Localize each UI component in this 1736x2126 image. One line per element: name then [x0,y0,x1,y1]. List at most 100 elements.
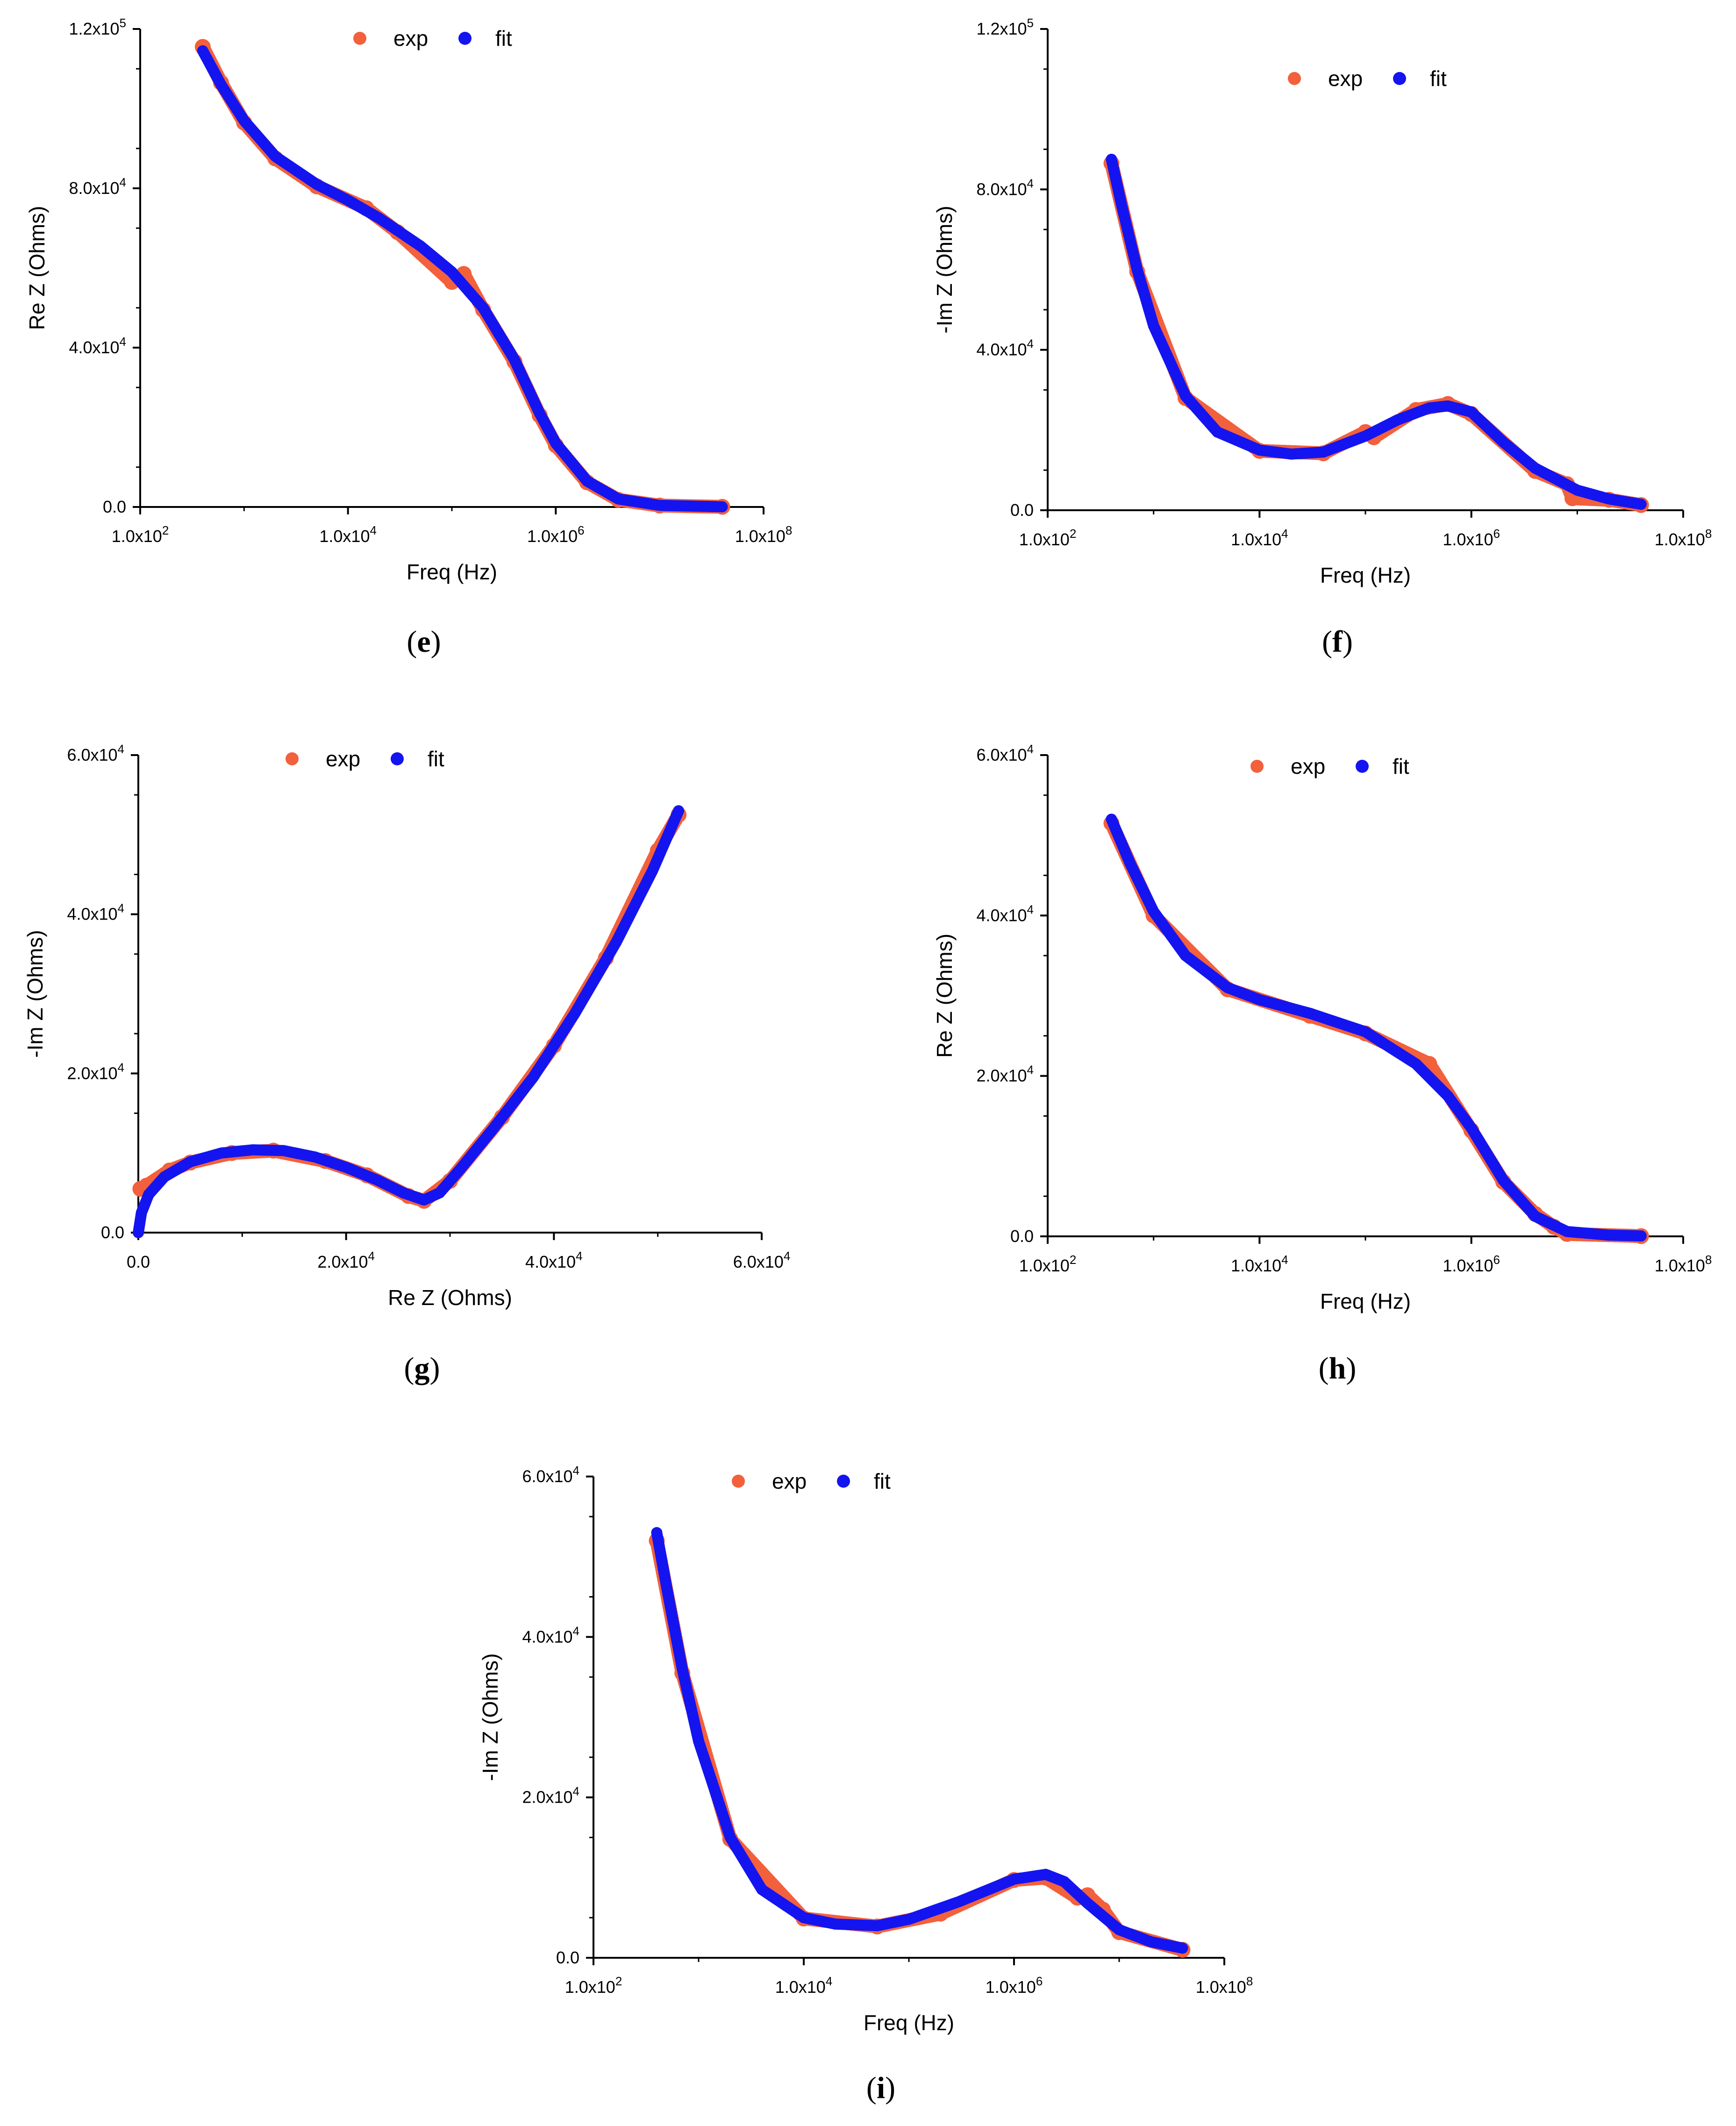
x-tick-label-exponent: 8 [1705,527,1712,541]
y-tick-label: 0.0 [101,1223,124,1242]
x-tick-label-mantissa: 1.0x10 [565,1977,615,1997]
x-tick-label-exponent: 8 [786,523,792,537]
y-tick-label-mantissa: 0.0 [556,1948,579,1967]
series-exp [132,806,687,1209]
x-axis-title: Re Z (Ohms) [388,1285,512,1310]
x-tick-label: 1.0x106 [986,1974,1043,1997]
x-tick-label-exponent: 2 [1070,527,1076,541]
y-tick-label: 0.0 [1010,500,1034,520]
x-tick-label: 1.0x108 [1196,1974,1253,1997]
panel-label-letter: f [1332,625,1343,659]
y-tick-label-exponent: 4 [573,1624,579,1638]
y-tick-label: 6.0x104 [976,742,1034,764]
y-tick-label-mantissa: 0.0 [101,1223,124,1242]
x-tick-label-exponent: 2 [615,1974,622,1988]
y-tick-label-exponent: 4 [118,742,124,756]
legend-fit-label: fit [874,1469,891,1493]
y-tick-label-mantissa: 8.0x10 [69,178,119,198]
x-axis-title: Freq (Hz) [1320,563,1411,587]
legend-fit-label: fit [495,26,512,50]
x-tick-label-exponent: 8 [1246,1974,1253,1988]
y-tick-label: 6.0x104 [67,742,124,764]
y-tick-label: 4.0x104 [522,1624,579,1646]
series-fit [1106,813,1647,1242]
legend: exp fit [286,747,444,771]
y-tick-label-mantissa: 2.0x10 [522,1788,572,1807]
y-tick-label: 4.0x104 [976,337,1034,359]
x-tick-label-mantissa: 1.0x10 [1655,530,1705,549]
x-tick-label-mantissa: 1.0x10 [986,1977,1036,1997]
y-tick-label: 1.2x105 [976,16,1034,38]
y-tick-label-exponent: 5 [1027,16,1034,30]
panel-label-open: ( [404,1351,414,1385]
y-tick-label-mantissa: 0.0 [1010,1227,1034,1246]
legend-exp-label: exp [326,747,360,771]
x-tick-label: 1.0x102 [565,1974,622,1997]
x-tick-label: 1.0x104 [775,1974,833,1997]
series-fit [133,805,685,1238]
y-tick-label-mantissa: 0.0 [103,497,126,516]
x-tick-label-mantissa: 1.0x10 [1019,530,1070,549]
y-tick-label: 1.2x105 [69,16,126,38]
x-tick-label-exponent: 4 [1281,527,1288,541]
chart-i: 1.0x102 1.0x104 1.0x106 1.0x1080.02.0x1044.… [478,1463,1253,2105]
x-tick-label-exponent: 4 [368,1249,374,1263]
panel-label-letter: i [877,2071,885,2105]
chart-f: 1.0x102 1.0x104 1.0x106 1.0x1080.04.0x1048.… [932,16,1712,659]
x-tick-label: 1.0x102 [112,523,169,546]
legend-exp-marker [732,1475,745,1488]
y-tick-label: 4.0x104 [69,335,126,357]
panel-label-open: ( [1319,1351,1329,1385]
x-tick-label-mantissa: 1.0x10 [319,527,370,546]
legend-exp-label: exp [772,1469,807,1493]
legend: exp fit [732,1469,891,1493]
legend-fit-marker [837,1475,850,1488]
series-exp [1103,815,1649,1244]
legend-exp-label: exp [1328,66,1363,91]
panel-label-open: ( [407,625,417,659]
legend-fit-marker [391,752,404,765]
legend: exp fit [353,26,512,50]
series-exp [649,1533,1191,1958]
y-axis-title: -Im Z (Ohms) [932,206,957,333]
legend-exp-marker [286,752,299,765]
legend-exp-label: exp [393,26,428,50]
panel-label-close: ) [1346,1351,1356,1385]
legend-exp-marker [1288,72,1301,85]
legend-fit-label: fit [1430,66,1447,91]
x-tick-label-exponent: 6 [1493,527,1500,541]
x-tick-label-exponent: 2 [1070,1253,1076,1267]
panel-label-open: ( [1322,625,1332,659]
panel-label-close: ) [1343,625,1353,659]
y-tick-label-exponent: 4 [1027,337,1034,351]
x-tick-label-exponent: 6 [1036,1974,1043,1988]
x-tick-label-mantissa: 2.0x10 [317,1252,368,1271]
x-tick-label: 1.0x106 [527,523,585,546]
y-tick-label-mantissa: 4.0x10 [976,906,1027,925]
y-tick-label: 8.0x104 [69,175,126,198]
x-tick-label-mantissa: 1.0x10 [112,527,162,546]
y-tick-label-mantissa: 4.0x10 [67,905,117,924]
x-tick-label: 6.0x104 [733,1249,791,1271]
legend-exp-marker [1250,760,1264,773]
y-tick-label-mantissa: 6.0x10 [976,745,1027,764]
series-fit [1106,153,1647,510]
chart-g: 0.0 2.0x104 4.0x104 6.0x1040.02.0x1044.0x10… [23,742,790,1385]
y-tick-label-exponent: 4 [1027,1063,1034,1077]
panel-label: (e) [407,625,441,659]
x-axis-title: Freq (Hz) [1320,1289,1411,1313]
x-tick-label-exponent: 4 [576,1249,582,1263]
y-tick-label-exponent: 4 [118,1060,124,1074]
x-axis-title: Freq (Hz) [864,2011,954,2035]
y-axis-title: -Im Z (Ohms) [23,930,47,1057]
chart-h: 1.0x102 1.0x104 1.0x106 1.0x1080.02.0x1044.… [932,742,1712,1385]
x-tick-label: 1.0x108 [735,523,793,546]
y-tick-label: 8.0x104 [976,176,1034,199]
x-tick-label-exponent: 4 [826,1974,832,1988]
legend: exp fit [1288,66,1447,91]
y-tick-label-exponent: 4 [1027,742,1034,756]
y-tick-label: 0.0 [556,1948,579,1967]
y-axis-title: Re Z (Ohms) [25,206,49,330]
y-tick-label-mantissa: 0.0 [1010,500,1034,520]
x-tick-label-mantissa: 1.0x10 [1196,1977,1246,1997]
